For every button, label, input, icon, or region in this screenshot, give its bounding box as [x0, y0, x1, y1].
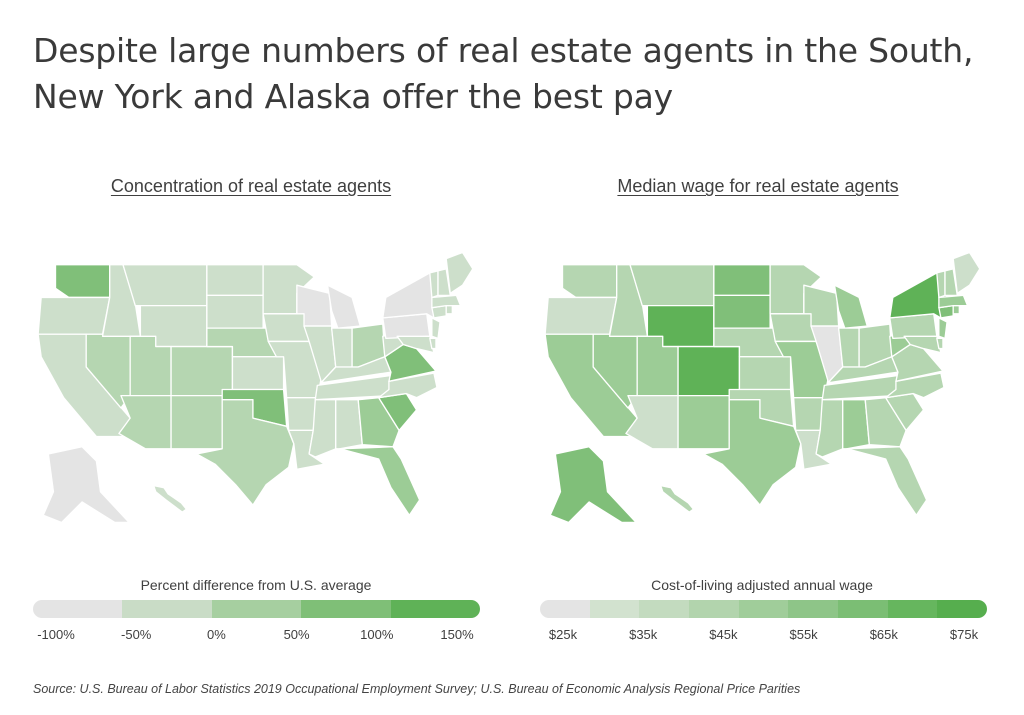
state-michigan	[326, 284, 361, 329]
state-iowa	[262, 313, 310, 343]
state-washington	[561, 264, 618, 299]
right-legend-title: Cost-of-living adjusted annual wage	[651, 577, 873, 593]
state-vermont	[429, 270, 439, 299]
state-rhode-island	[445, 304, 453, 315]
right-legend-swatch	[838, 600, 888, 618]
state-arizona	[625, 394, 679, 450]
state-new-hampshire	[944, 268, 958, 297]
state-maryland	[903, 335, 942, 354]
state-delaware	[429, 337, 437, 350]
state-massachusetts	[938, 294, 969, 309]
right-legend-swatch	[589, 600, 640, 618]
state-delaware	[936, 337, 944, 350]
right-legend-swatch	[937, 600, 987, 618]
state-texas	[195, 399, 295, 506]
right-legend-bar	[540, 600, 987, 618]
left-map-svg	[37, 251, 474, 524]
state-vermont	[936, 270, 946, 299]
state-arkansas	[285, 397, 318, 432]
state-north-dakota	[713, 264, 771, 297]
right-legend-tick: $45k	[709, 627, 738, 642]
state-north-carolina	[378, 372, 438, 399]
left-legend-tick: 150%	[440, 627, 474, 642]
wage-map	[540, 245, 990, 535]
state-south-dakota	[713, 294, 771, 329]
right-legend-swatch	[689, 600, 739, 618]
right-legend-tick: $25k	[548, 627, 578, 642]
state-alaska	[549, 446, 637, 524]
left-legend-tick: 0%	[206, 627, 226, 642]
state-kansas	[738, 356, 792, 391]
left-legend-swatch	[301, 600, 391, 618]
state-north-dakota	[206, 264, 264, 297]
left-map-title: Concentration of real estate agents	[110, 176, 392, 196]
state-indiana	[330, 327, 353, 368]
state-michigan	[833, 284, 868, 329]
state-hawaii	[660, 484, 695, 513]
source-note: Source: U.S. Bureau of Labor Statistics …	[33, 682, 801, 696]
state-maine	[952, 251, 981, 295]
state-washington	[54, 264, 111, 299]
state-alabama	[335, 399, 363, 450]
state-north-carolina	[885, 372, 945, 399]
right-legend-tick: $55k	[789, 627, 818, 642]
concentration-map	[33, 245, 483, 535]
state-montana	[122, 264, 208, 307]
state-alaska	[42, 446, 130, 524]
right-legend-swatch	[540, 600, 590, 618]
state-alabama	[842, 399, 870, 450]
state-colorado	[677, 345, 741, 397]
state-georgia	[864, 397, 907, 448]
left-legend-tick: 100%	[360, 627, 394, 642]
state-florida	[339, 446, 421, 516]
right-map-svg	[544, 251, 981, 524]
state-oregon	[544, 296, 618, 335]
right-legend-swatch	[788, 600, 839, 618]
state-maine	[445, 251, 474, 295]
state-hawaii	[153, 484, 188, 513]
state-maryland	[396, 335, 435, 354]
state-new-mexico	[170, 394, 223, 450]
state-iowa	[769, 313, 817, 343]
left-legend-tick: 50%	[283, 627, 310, 642]
right-legend-swatch	[887, 600, 938, 618]
left-legend-swatch	[122, 600, 212, 618]
left-legend-swatch	[33, 600, 123, 618]
right-legend-swatch	[639, 600, 690, 618]
left-legend-swatch	[390, 600, 480, 618]
right-legend-tick: $65k	[869, 627, 898, 642]
page-title: Despite large numbers of real estate age…	[33, 31, 974, 116]
state-rhode-island	[952, 304, 960, 315]
state-indiana	[837, 327, 860, 368]
state-new-jersey	[431, 317, 441, 340]
left-legend-swatch	[211, 600, 302, 618]
state-arizona	[118, 394, 172, 450]
state-florida	[846, 446, 928, 516]
state-oregon	[37, 296, 111, 335]
state-georgia	[357, 397, 400, 448]
state-new-mexico	[677, 394, 730, 450]
right-legend-swatch	[738, 600, 789, 618]
left-legend-title: Percent difference from U.S. average	[140, 577, 372, 593]
right-legend-tick: $75k	[949, 627, 979, 642]
state-south-dakota	[206, 294, 264, 329]
state-colorado	[170, 345, 234, 397]
right-map-title: Median wage for real estate agents	[617, 176, 899, 196]
state-kansas	[231, 356, 285, 391]
state-texas	[702, 399, 802, 506]
state-massachusetts	[431, 294, 462, 309]
state-montana	[629, 264, 715, 307]
state-new-jersey	[938, 317, 948, 340]
right-legend-tick: $35k	[629, 627, 658, 642]
left-legend-tick: -100%	[37, 627, 75, 642]
left-legend-bar	[33, 600, 480, 618]
left-legend-tick: -50%	[121, 627, 152, 642]
state-new-hampshire	[437, 268, 451, 297]
state-arkansas	[792, 397, 825, 432]
